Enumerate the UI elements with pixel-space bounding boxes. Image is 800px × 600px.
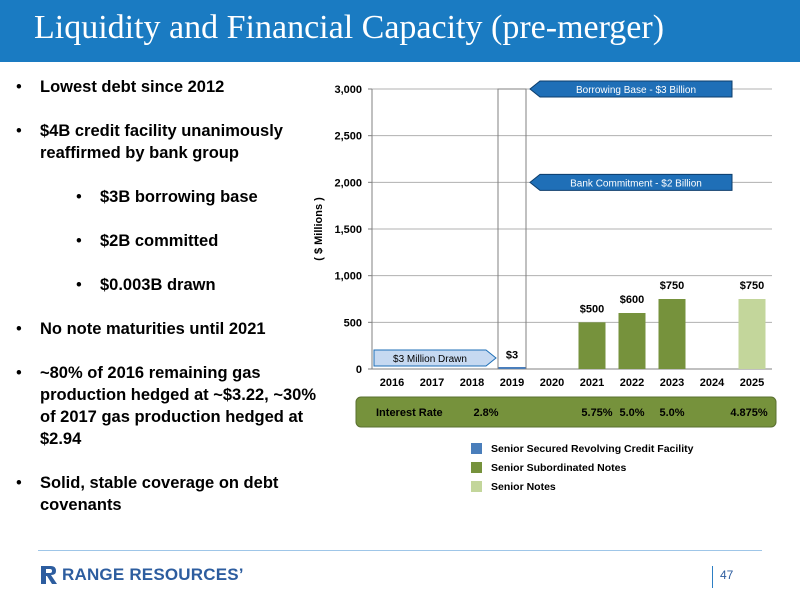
- sub-bullet-item: • $0.003B drawn: [40, 274, 316, 296]
- interest-rate-value: 5.0%: [619, 407, 644, 419]
- interest-rate-value: 5.75%: [581, 407, 612, 419]
- x-tick-label: 2016: [380, 377, 404, 389]
- bullet-marker: •: [16, 320, 22, 338]
- x-tick-label: 2023: [660, 377, 684, 389]
- bullet-marker: •: [16, 474, 22, 492]
- x-tick-label: 2025: [740, 377, 764, 389]
- page-title: Liquidity and Financial Capacity (pre-me…: [34, 9, 665, 46]
- callout-arrow: [373, 349, 497, 367]
- legend-swatch: [471, 462, 482, 473]
- x-tick-label: 2017: [420, 377, 444, 389]
- legend-swatch: [471, 443, 482, 454]
- interest-rate-value: 5.0%: [659, 407, 684, 419]
- y-axis-label: ( $ Millions ): [313, 197, 325, 261]
- bar: [498, 367, 526, 369]
- company-logo: RANGE RESOURCES’: [40, 565, 244, 585]
- x-tick-label: 2022: [620, 377, 644, 389]
- sub-bullet-marker: •: [76, 232, 82, 250]
- data-label: $3: [506, 350, 518, 362]
- data-label: $500: [580, 303, 604, 315]
- bullet-marker: •: [16, 364, 22, 382]
- y-tick-label: 2,000: [334, 177, 362, 189]
- sub-bullet-marker: •: [76, 276, 82, 294]
- data-label: $750: [660, 280, 684, 292]
- y-tick-label: 500: [344, 317, 362, 329]
- interest-rate-band: [355, 396, 777, 428]
- legend-label: Senior Secured Revolving Credit Facility: [491, 443, 694, 455]
- legend-label: Senior Notes: [491, 481, 556, 493]
- bar: [618, 313, 646, 369]
- title-bar: Liquidity and Financial Capacity (pre-me…: [0, 0, 800, 62]
- callout-label: Borrowing Base - $3 Billion: [576, 85, 696, 96]
- sub-bullet-text: $2B committed: [100, 232, 219, 250]
- bullet-item: • Solid, stable coverage on debt covenant…: [16, 472, 316, 516]
- sub-bullet-marker: •: [76, 188, 82, 206]
- x-tick-label: 2018: [460, 377, 484, 389]
- x-tick-label: 2024: [700, 377, 725, 389]
- bullet-marker: •: [16, 122, 22, 140]
- sub-bullet-item: • $3B borrowing base: [40, 186, 316, 208]
- bullet-text: Solid, stable coverage on debt covenants: [40, 474, 279, 514]
- page-number-divider: [712, 566, 713, 588]
- sub-bullet-list: • $3B borrowing base • $2B committed • $0.0…: [40, 186, 316, 296]
- footer-divider: [38, 550, 762, 551]
- bullet-marker: •: [16, 78, 22, 96]
- bullet-item: • ~80% of 2016 remaining gas production h…: [16, 362, 316, 450]
- interest-rate-label: Interest Rate: [376, 407, 443, 419]
- callout-label: Bank Commitment - $2 Billion: [570, 178, 702, 189]
- y-tick-label: 0: [356, 364, 362, 376]
- data-label: $600: [620, 294, 644, 306]
- bar: [738, 299, 766, 369]
- interest-rate-value: 4.875%: [730, 407, 768, 419]
- bar: [658, 299, 686, 369]
- x-tick-label: 2020: [540, 377, 564, 389]
- y-tick-label: 1,000: [334, 271, 362, 283]
- bullet-text: No note maturities until 2021: [40, 320, 266, 338]
- bullet-item: • Lowest debt since 2012: [16, 76, 316, 98]
- sub-bullet-text: $0.003B drawn: [100, 276, 216, 294]
- legend-swatch: [471, 481, 482, 492]
- callout-label: $3 Million Drawn: [393, 354, 467, 365]
- bullet-list: • Lowest debt since 2012 • $4B credit faci…: [16, 76, 316, 538]
- y-tick-label: 2,500: [334, 131, 362, 143]
- x-tick-label: 2021: [580, 377, 604, 389]
- page-number: 47: [720, 568, 734, 582]
- y-tick-label: 3,000: [334, 84, 362, 96]
- bullet-text: Lowest debt since 2012: [40, 78, 225, 96]
- bullet-item: • No note maturities until 2021: [16, 318, 316, 340]
- sub-bullet-text: $3B borrowing base: [100, 188, 258, 206]
- sub-bullet-item: • $2B committed: [40, 230, 316, 252]
- callout-arrow: [529, 173, 733, 191]
- bullet-text: $4B credit facility unanimously reaffirm…: [40, 122, 283, 162]
- range-logo-icon: [41, 566, 57, 584]
- bullet-item: • $4B credit facility unanimously reaffir…: [16, 120, 316, 296]
- data-label: $750: [740, 280, 764, 292]
- x-tick-label: 2019: [500, 377, 524, 389]
- callout-arrow: [529, 80, 733, 98]
- bar: [578, 322, 606, 369]
- interest-rate-value: 2.8%: [473, 407, 498, 419]
- logo-text: RANGE RESOURCES’: [62, 565, 244, 584]
- bullet-text: ~80% of 2016 remaining gas production he…: [40, 364, 316, 448]
- legend-label: Senior Subordinated Notes: [491, 462, 627, 474]
- y-tick-label: 1,500: [334, 224, 362, 236]
